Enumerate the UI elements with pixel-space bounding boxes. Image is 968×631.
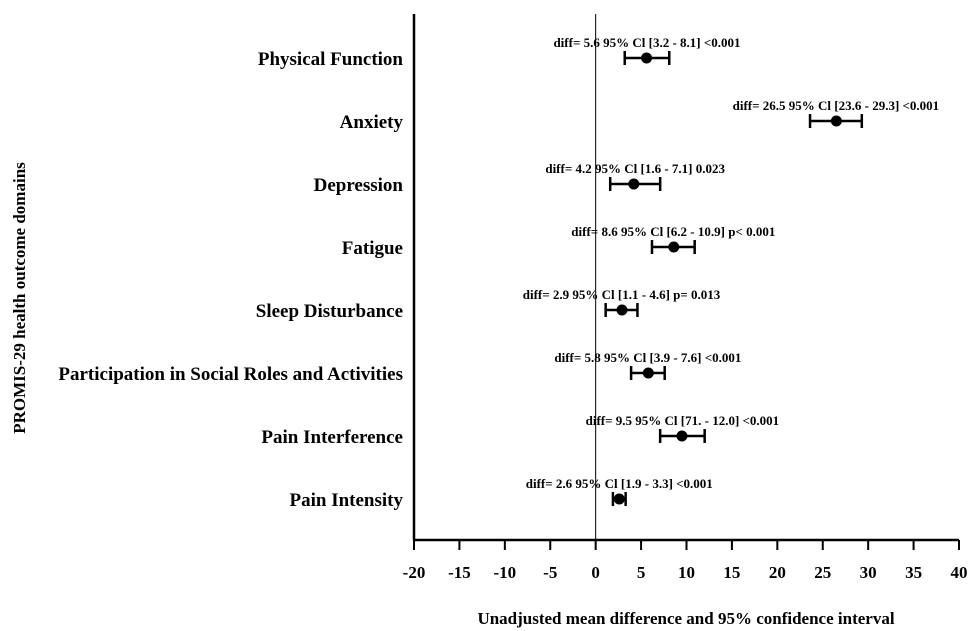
axes bbox=[412, 14, 959, 542]
domain-label: Participation in Social Roles and Activi… bbox=[58, 364, 403, 385]
point-estimate bbox=[642, 367, 654, 379]
forest-row: Pain Interference diff= 9.5 95% Cl [71. -… bbox=[261, 413, 779, 448]
forest-rows: Physical Function diff= 5.6 95% Cl [3.2 -… bbox=[58, 35, 939, 511]
domain-label: Anxiety bbox=[340, 112, 404, 133]
domain-label: Pain Interference bbox=[261, 427, 403, 448]
x-tick-label: 5 bbox=[637, 563, 646, 582]
forest-row: Fatigue diff= 8.6 95% Cl [6.2 - 10.9] p< … bbox=[342, 224, 776, 259]
diff-annotation: diff= 4.2 95% Cl [1.6 - 7.1] 0.023 bbox=[545, 161, 725, 176]
y-axis-title: PROMIS-29 health outcome domains bbox=[10, 162, 29, 434]
diff-annotation: diff= 9.5 95% Cl [71. - 12.0] <0.001 bbox=[586, 413, 780, 428]
point-estimate bbox=[668, 241, 680, 253]
domain-label: Pain Intensity bbox=[290, 490, 404, 511]
diff-annotation: diff= 26.5 95% Cl [23.6 - 29.3] <0.001 bbox=[733, 98, 940, 113]
x-tick-label: -20 bbox=[403, 563, 426, 582]
x-ticks: -20 -15 -10 -5 0 5 10 15 20 25 30 35 40 bbox=[403, 540, 968, 582]
point-estimate bbox=[641, 52, 653, 64]
diff-annotation: diff= 8.6 95% Cl [6.2 - 10.9] p< 0.001 bbox=[571, 224, 775, 239]
domain-label: Depression bbox=[314, 175, 404, 196]
x-tick-label: -5 bbox=[543, 563, 557, 582]
point-estimate bbox=[628, 178, 640, 190]
forest-row: Physical Function diff= 5.6 95% Cl [3.2 -… bbox=[258, 35, 741, 70]
x-axis-title: Unadjusted mean difference and 95% confi… bbox=[477, 609, 894, 628]
diff-annotation: diff= 2.9 95% Cl [1.1 - 4.6] p= 0.013 bbox=[523, 287, 721, 302]
x-tick-label: -15 bbox=[448, 563, 471, 582]
forest-row: Pain Intensity diff= 2.6 95% Cl [1.9 - 3.… bbox=[290, 476, 713, 511]
x-tick-label: -10 bbox=[493, 563, 516, 582]
x-tick-label: 25 bbox=[814, 563, 831, 582]
domain-label: Physical Function bbox=[258, 49, 404, 70]
x-tick-label: 15 bbox=[723, 563, 740, 582]
diff-annotation: diff= 5.8 95% Cl [3.9 - 7.6] <0.001 bbox=[554, 350, 741, 365]
x-tick-label: 0 bbox=[591, 563, 600, 582]
x-tick-label: 20 bbox=[769, 563, 786, 582]
point-estimate bbox=[613, 493, 625, 505]
forest-row: Participation in Social Roles and Activi… bbox=[58, 350, 741, 385]
diff-annotation: diff= 5.6 95% Cl [3.2 - 8.1] <0.001 bbox=[553, 35, 740, 50]
diff-annotation: diff= 2.6 95% Cl [1.9 - 3.3] <0.001 bbox=[526, 476, 713, 491]
x-tick-label: 35 bbox=[905, 563, 922, 582]
x-tick-label: 10 bbox=[678, 563, 695, 582]
x-tick-label: 40 bbox=[951, 563, 968, 582]
point-estimate bbox=[676, 430, 688, 442]
domain-label: Fatigue bbox=[342, 238, 403, 259]
point-estimate bbox=[616, 304, 628, 316]
forest-row: Sleep Disturbance diff= 2.9 95% Cl [1.1 -… bbox=[256, 287, 721, 322]
x-tick-label: 30 bbox=[860, 563, 877, 582]
forest-row: Depression diff= 4.2 95% Cl [1.6 - 7.1] 0… bbox=[314, 161, 726, 196]
point-estimate bbox=[830, 115, 842, 127]
forest-row: Anxiety diff= 26.5 95% Cl [23.6 - 29.3] <… bbox=[340, 98, 940, 133]
domain-label: Sleep Disturbance bbox=[256, 301, 403, 322]
